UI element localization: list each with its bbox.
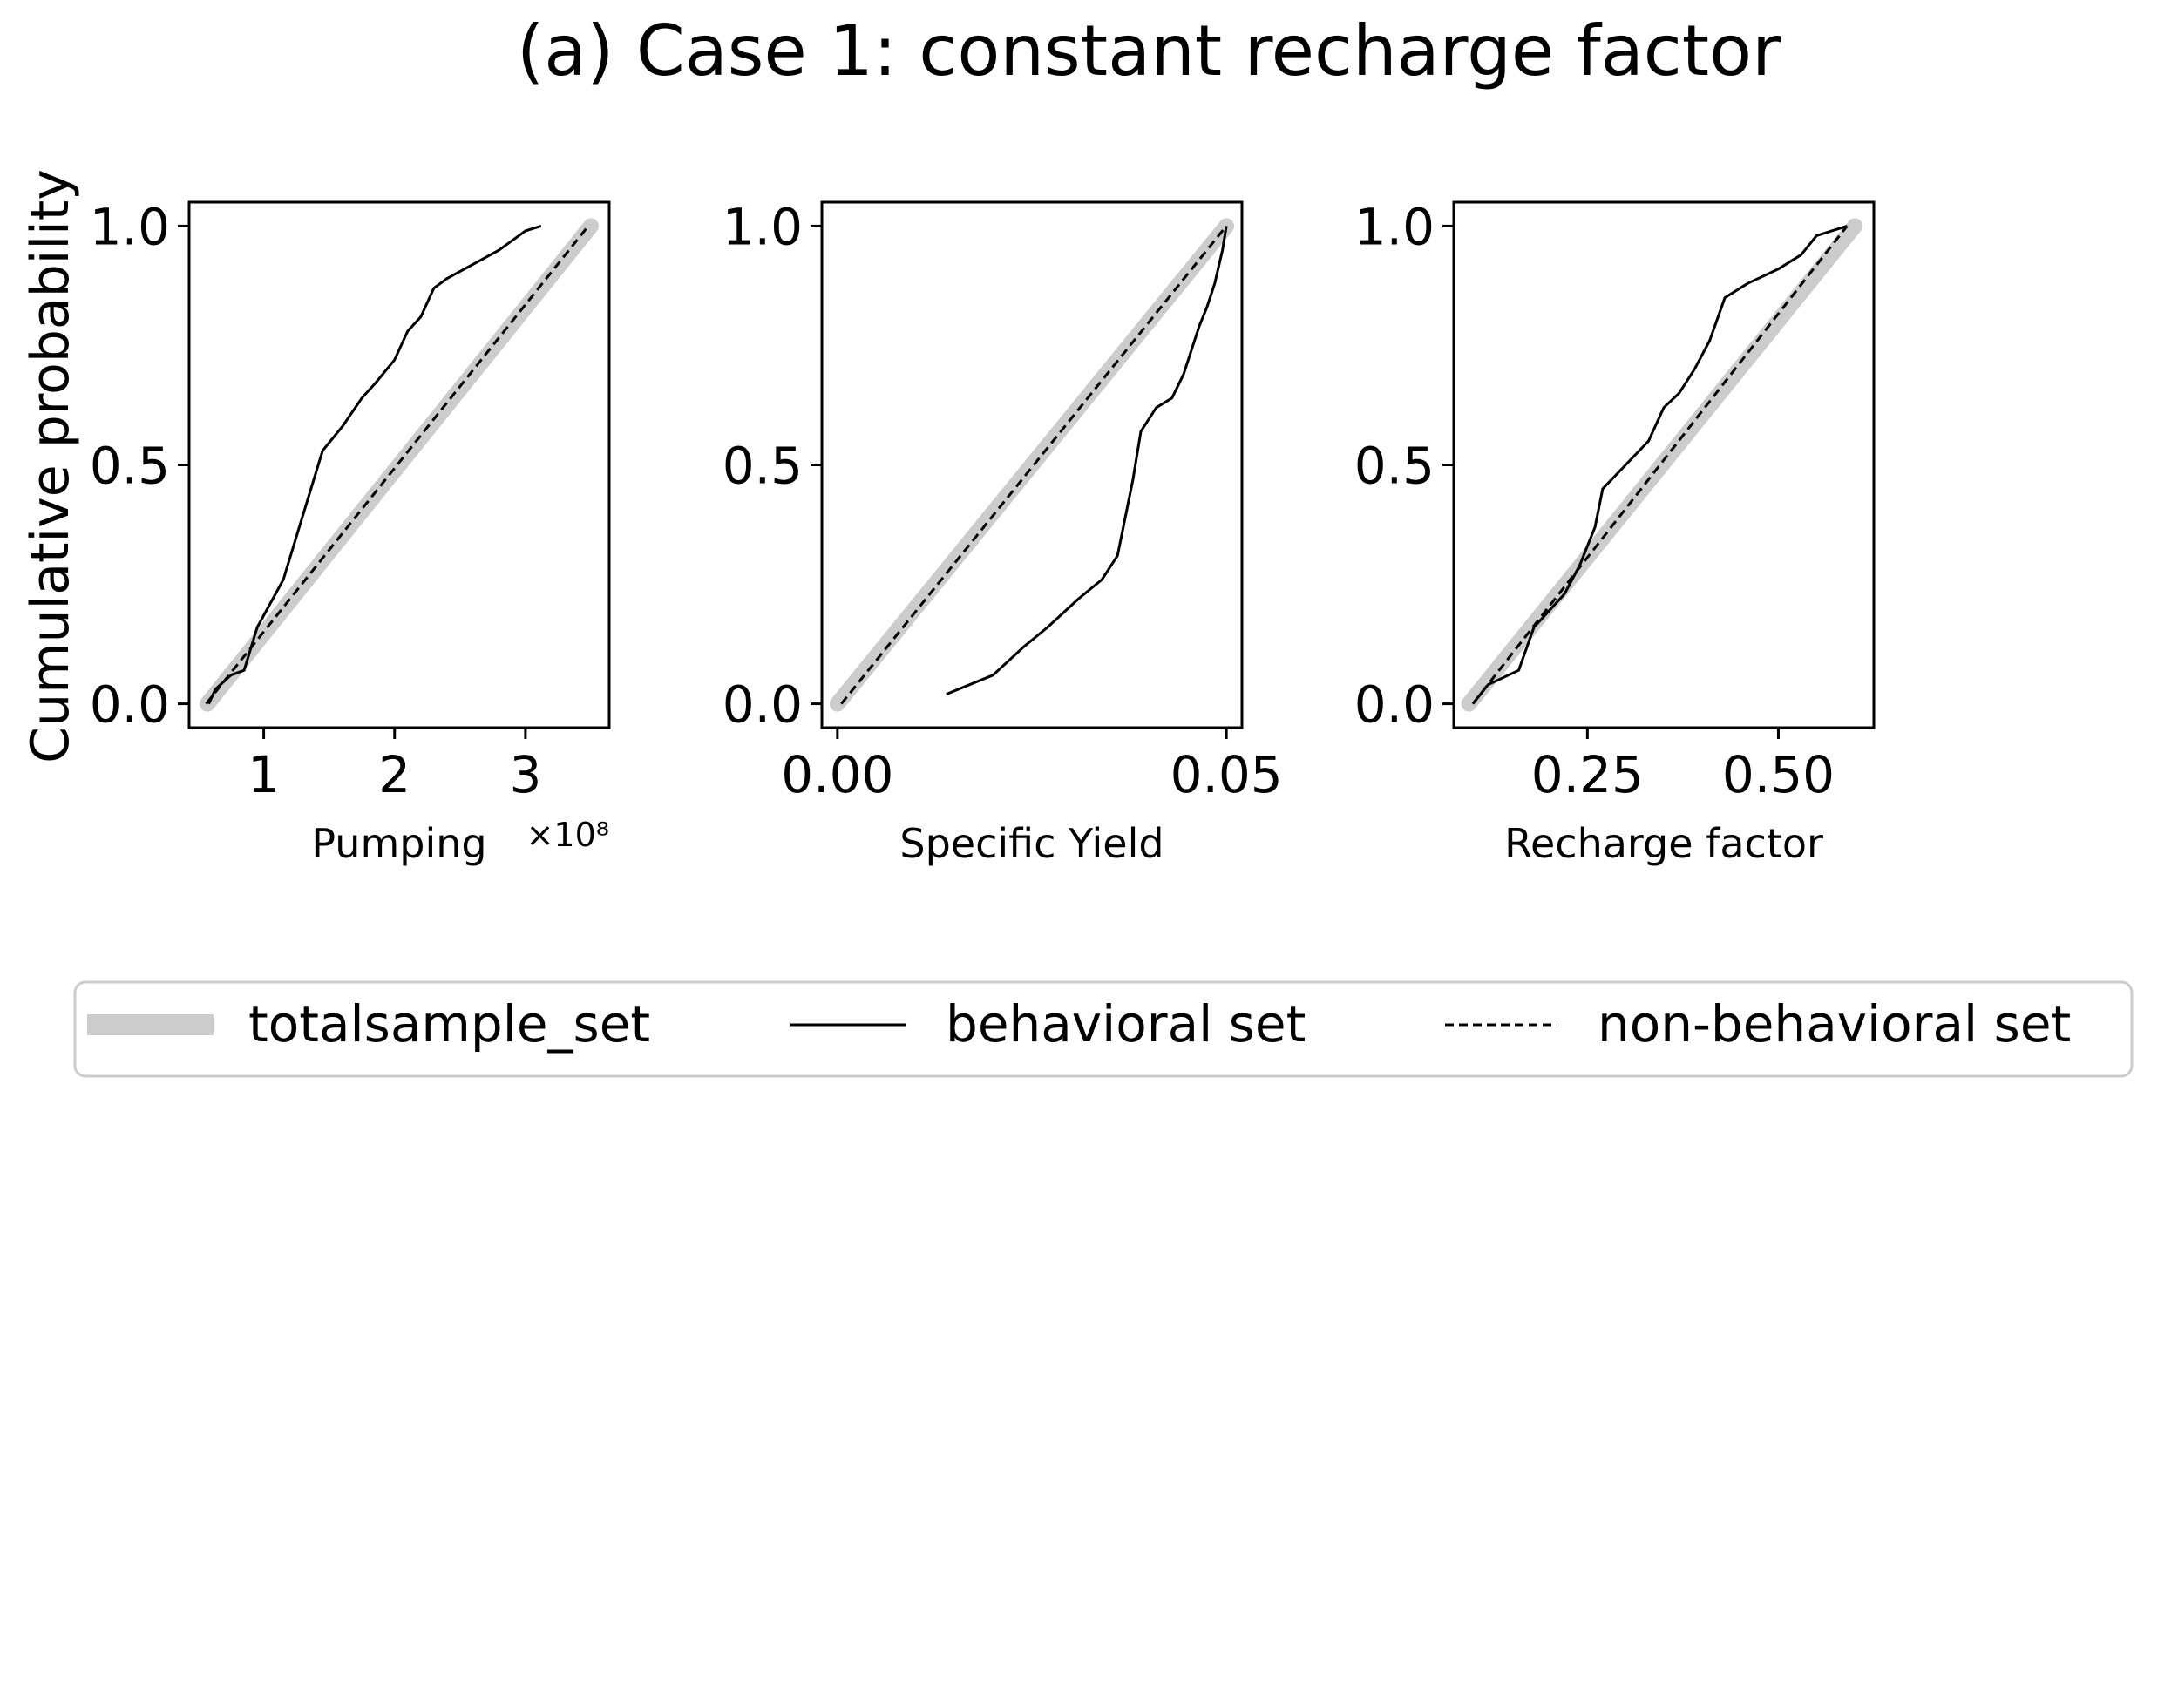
y-tick-label: 0.5 [1354,437,1435,496]
y-tick-label: 1.0 [90,197,170,256]
legend-label-totalsample: totalsample_set [248,994,650,1054]
series-group [200,218,599,712]
subplot-3: 0.25 0.50 0.0 0.5 1.0 Recharge factor [1354,197,1876,867]
series-line-behavioral-set [946,226,1228,695]
y-tick-label: 1.0 [1354,197,1435,256]
x-tick-label: 3 [509,745,541,804]
series-group [1461,218,1863,712]
x-axis-offset-text: ×10⁸ [526,816,609,854]
series-line-totalsample-set [200,218,599,712]
subplot-panels: 1 2 3 0.0 0.5 1.0 Pumping ×10⁸ 0.00 0.05 0.0 0.5 1.0… [90,197,1876,867]
x-tick-label: 0.05 [1170,745,1283,804]
series-line-non-behavioral-set [205,225,590,705]
legend-label-nonbehavioral: non-behavioral set [1598,994,2071,1054]
y-tick-label: 0.0 [90,675,170,735]
legend-label-behavioral: behavioral set [946,994,1306,1054]
y-tick-label: 1.0 [723,197,803,256]
series-line-non-behavioral-set [840,225,1228,705]
y-tick-label: 0.0 [1354,675,1435,735]
series-line-totalsample-set [829,218,1235,712]
legend-frame [73,980,2134,1078]
x-axis-label: Recharge factor [1504,820,1823,867]
legend: totalsample_set behavioral set non-behav… [73,980,2134,1078]
series-line-non-behavioral-set [1471,225,1849,705]
x-axis-label: Pumping [311,820,486,867]
y-axis-label: Cumulative probability [20,169,81,763]
y-tick-label: 0.5 [90,437,170,496]
x-axis-label: Specific Yield [899,820,1164,867]
x-tick-label: 0.25 [1531,745,1644,804]
series-line-totalsample-set [1461,218,1863,712]
x-tick-label: 0.50 [1722,745,1835,804]
subplot-1: 1 2 3 0.0 0.5 1.0 Pumping ×10⁸ [90,197,611,867]
x-tick-label: 0.00 [781,745,893,804]
subplot-2: 0.00 0.05 0.0 0.5 1.0 Specific Yield [723,197,1283,867]
figure-title: (a) Case 1: constant recharge factor [517,10,1781,92]
x-tick-label: 1 [248,745,280,804]
series-line-behavioral-set [1471,224,1848,705]
y-tick-label: 0.0 [723,675,803,735]
x-tick-label: 2 [378,745,410,804]
y-tick-label: 0.5 [723,437,803,496]
series-group [829,218,1235,712]
